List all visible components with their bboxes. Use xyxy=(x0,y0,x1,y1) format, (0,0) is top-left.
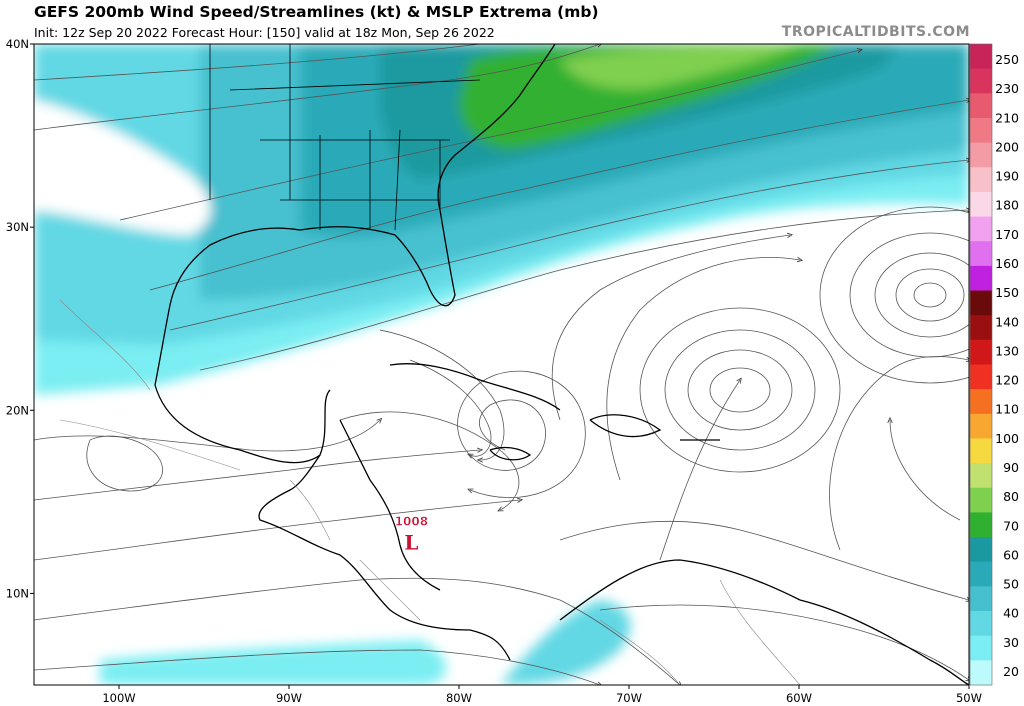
state-borders xyxy=(209,44,481,231)
colorbar-swatch xyxy=(970,364,992,390)
colorbar-swatch xyxy=(970,660,992,686)
hispaniola-coast xyxy=(589,414,662,438)
colorbar-swatch xyxy=(970,586,992,612)
country-borders xyxy=(59,299,801,685)
colorbar-label: 90 xyxy=(1003,460,1019,475)
lon-label: 50W xyxy=(956,691,982,705)
colorbar-label: 230 xyxy=(995,81,1019,96)
colorbar-swatch xyxy=(970,265,992,292)
colorbar-label: 210 xyxy=(995,110,1019,125)
map-title: GEFS 200mb Wind Speed/Streamlines (kt) &… xyxy=(34,3,599,21)
colorbar-label: 130 xyxy=(995,343,1019,358)
colorbar-swatch xyxy=(970,438,992,464)
jamaica-coast xyxy=(489,446,532,461)
lat-label: 40N xyxy=(6,37,29,51)
streamlines xyxy=(34,44,969,685)
lon-label: 70W xyxy=(616,691,642,705)
colorbar: 250 230 210 200 190 180 170 160 150 140 130 120 110 1… xyxy=(969,43,1019,686)
colorbar-label: 40 xyxy=(1003,606,1019,621)
colorbar-label: 80 xyxy=(1003,489,1019,504)
lat-label: 10N xyxy=(6,586,29,600)
lon-label: 100W xyxy=(102,691,135,705)
lon-label: 80W xyxy=(446,691,472,705)
map-frame xyxy=(33,43,970,686)
cuba-coast xyxy=(389,363,561,411)
wind-speed-shading xyxy=(34,44,969,685)
wind-80kt-band xyxy=(560,46,800,90)
latitude-labels: 40N 30N 20N 10N xyxy=(6,37,34,600)
calm-region-sw-us xyxy=(34,100,211,235)
low-pressure-symbol: L xyxy=(404,530,418,554)
colorbar-swatch xyxy=(970,241,992,267)
pressure-low-marker: 1008 L xyxy=(394,514,428,554)
longitude-labels: 100W 90W 80W 70W 60W 50W xyxy=(102,685,982,705)
colorbar-swatch xyxy=(970,635,992,661)
colorbar-label: 30 xyxy=(1003,635,1019,650)
colorbar-label: 20 xyxy=(1003,664,1019,679)
colorbar-label: 200 xyxy=(995,139,1019,154)
colorbar-label: 100 xyxy=(995,431,1019,446)
colorbar-label: 50 xyxy=(1003,577,1019,592)
colorbar-swatch xyxy=(970,44,992,70)
colorbar-swatch xyxy=(970,487,992,513)
colorbar-label: 70 xyxy=(1003,518,1019,533)
lat-label: 30N xyxy=(6,220,29,234)
colorbar-swatch xyxy=(970,413,992,439)
colorbar-swatch xyxy=(970,463,992,489)
colorbar-label: 110 xyxy=(995,402,1019,417)
colorbar-swatch xyxy=(970,512,992,538)
south-america-coast xyxy=(559,559,969,685)
colorbar-swatch xyxy=(970,68,992,94)
colorbar-swatch xyxy=(970,93,992,119)
lon-label: 60W xyxy=(786,691,812,705)
colorbar-frame xyxy=(969,43,993,686)
colorbar-label: 160 xyxy=(995,256,1019,271)
wind-30kt-south-band xyxy=(500,600,631,685)
colorbar-label: 170 xyxy=(995,227,1019,242)
colorbar-swatch xyxy=(970,117,992,144)
lat-label: 20N xyxy=(6,403,29,417)
lon-label: 90W xyxy=(276,691,302,705)
colorbar-swatch xyxy=(970,389,992,415)
colorbar-label: 140 xyxy=(995,314,1019,329)
low-pressure-value: 1008 xyxy=(395,514,428,528)
colorbar-swatch xyxy=(970,216,992,242)
colorbar-swatch xyxy=(970,561,992,587)
colorbar-swatch xyxy=(970,537,992,563)
colorbar-swatch xyxy=(970,167,992,193)
colorbar-swatch xyxy=(970,290,992,316)
colorbar-swatch xyxy=(970,339,992,365)
colorbar-label: 60 xyxy=(1003,547,1019,562)
header: GEFS 200mb Wind Speed/Streamlines (kt) &… xyxy=(0,0,1024,44)
colorbar-swatch xyxy=(970,191,992,218)
colorbar-label: 120 xyxy=(995,373,1019,388)
colorbar-swatch xyxy=(970,315,992,341)
coastlines xyxy=(154,44,969,685)
colorbar-label: 150 xyxy=(995,285,1019,300)
circulation-features xyxy=(86,206,969,498)
map-subtitle: Init: 12z Sep 20 2022 Forecast Hour: [15… xyxy=(34,25,495,40)
colorbar-label: 190 xyxy=(995,169,1019,184)
brand-watermark: TROPICALTIDBITS.COM xyxy=(781,24,970,40)
colorbar-swatch xyxy=(970,142,992,168)
map-area xyxy=(34,44,969,685)
colorbar-label: 250 xyxy=(995,52,1019,67)
wind-20kt-pacific-band xyxy=(100,640,447,685)
colorbar-swatch xyxy=(970,611,992,637)
colorbar-label: 180 xyxy=(995,198,1019,213)
